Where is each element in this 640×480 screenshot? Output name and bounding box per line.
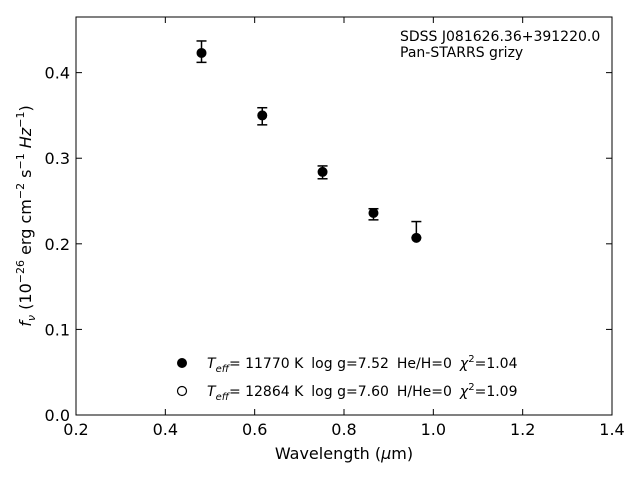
x-tick-label: 0.4 — [153, 420, 178, 439]
y-axis-label: fν (10−26 erg cm−2 s−1 Hz−1) — [14, 105, 38, 326]
plot-area — [75, 16, 613, 416]
data-point — [257, 110, 268, 121]
x-tick-label: 1.2 — [510, 420, 535, 439]
y-tick-label: 0.0 — [45, 406, 70, 425]
data-point — [196, 47, 207, 58]
annotation-object: SDSS J081626.36+391220.0 — [400, 29, 600, 45]
x-tick-label: 1.0 — [421, 420, 446, 439]
annotation-survey: Pan-STARRS grizy — [400, 45, 523, 61]
x-tick-label: 0.2 — [63, 420, 88, 439]
x-axis-label: Wavelength (μm) — [275, 444, 413, 463]
axis-ticks: 0.2 0.4 0.6 0.8 1.0 1.2 1.4 0.0 0.1 0.2 0.3 0.4 — [45, 17, 625, 439]
data-points — [196, 40, 422, 243]
x-tick-label: 0.6 — [242, 420, 267, 439]
y-tick-label: 0.1 — [45, 320, 70, 339]
data-point — [317, 166, 328, 177]
y-tick-label: 0.4 — [45, 64, 70, 83]
legend-marker-open — [176, 385, 188, 397]
legend-marker-filled — [177, 358, 187, 368]
data-point — [411, 232, 422, 243]
x-tick-label: 0.8 — [331, 420, 356, 439]
y-tick-label: 0.3 — [45, 149, 70, 168]
x-tick-label: 1.4 — [599, 420, 624, 439]
y-tick-label: 0.2 — [45, 235, 70, 254]
data-point — [368, 208, 379, 219]
